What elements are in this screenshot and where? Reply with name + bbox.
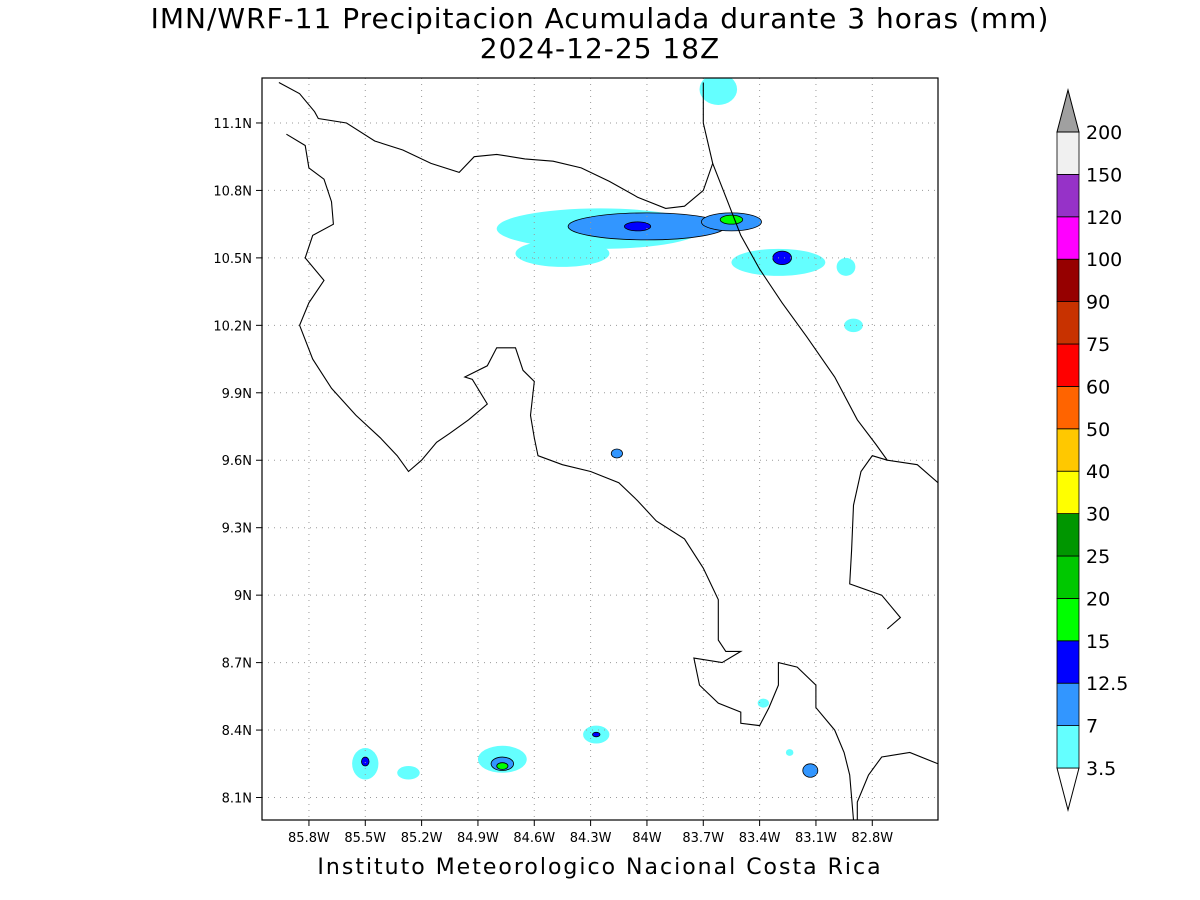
x-tick-label: 85.5W bbox=[344, 831, 386, 846]
colorbar-label: 50 bbox=[1086, 419, 1110, 441]
precip-cell bbox=[397, 766, 420, 780]
border-line bbox=[712, 163, 938, 484]
colorbar-label: 30 bbox=[1086, 504, 1110, 526]
x-axis-ticks: 85.8W 85.5W 85.2W 84.9W 84.6W 84.3W 84W 83.7W 83… bbox=[288, 820, 893, 846]
colorbar-label: 12.5 bbox=[1086, 673, 1128, 695]
colorbar-label: 120 bbox=[1086, 207, 1122, 229]
y-tick-label: 8.1N bbox=[222, 792, 252, 807]
colorbar-label: 150 bbox=[1086, 164, 1122, 186]
colorbar-segment bbox=[1056, 216, 1080, 260]
colorbar-segment bbox=[1056, 343, 1080, 387]
colorbar-segment bbox=[1056, 258, 1080, 303]
precip-cell bbox=[802, 763, 819, 778]
border-line bbox=[849, 455, 902, 630]
border-line bbox=[856, 751, 938, 820]
x-tick-label: 83.7W bbox=[682, 831, 724, 846]
colorbar-segment bbox=[1056, 598, 1080, 642]
x-tick-label: 82.8W bbox=[851, 831, 893, 846]
precip-cell bbox=[699, 78, 738, 105]
colorbar-segment bbox=[1056, 428, 1080, 472]
colorbar-label: 90 bbox=[1086, 292, 1110, 314]
colorbar-arrow-top bbox=[1056, 88, 1080, 133]
colorbar-segment bbox=[1056, 301, 1080, 345]
colorbar-label: 20 bbox=[1086, 588, 1110, 610]
x-tick-label: 84W bbox=[632, 831, 662, 846]
y-tick-label: 9.9N bbox=[222, 387, 252, 402]
colorbar-segment bbox=[1056, 682, 1080, 727]
y-tick-label: 8.4N bbox=[222, 724, 252, 739]
grid-lines bbox=[262, 78, 938, 820]
colorbar-segment bbox=[1056, 640, 1080, 684]
colorbar-segment bbox=[1056, 131, 1080, 175]
y-tick-label: 9.6N bbox=[222, 454, 252, 469]
colorbar-label: 25 bbox=[1086, 546, 1110, 568]
coastline-layer bbox=[278, 82, 938, 820]
y-tick-label: 9.3N bbox=[222, 522, 252, 537]
precipitation-layer bbox=[352, 78, 863, 780]
precip-cell bbox=[361, 756, 370, 767]
colorbar-label: 75 bbox=[1086, 334, 1110, 356]
y-axis-ticks: 8.1N 8.4N 8.7N 9N 9.3N 9.6N 9.9N 10.2N 10.5N 10.8… bbox=[213, 117, 262, 807]
colorbar-label: 200 bbox=[1086, 122, 1122, 144]
coastline bbox=[286, 133, 855, 820]
x-tick-label: 84.6W bbox=[513, 831, 555, 846]
y-tick-label: 9N bbox=[234, 589, 252, 604]
precip-cell bbox=[719, 214, 744, 225]
precip-cell bbox=[610, 448, 623, 459]
map-footer: Instituto Meteorologico Nacional Costa R… bbox=[317, 855, 883, 880]
colorbar-label: 40 bbox=[1086, 461, 1110, 483]
colorbar-segment bbox=[1056, 513, 1080, 557]
x-tick-label: 83.1W bbox=[795, 831, 837, 846]
colorbar-arrow-bottom bbox=[1056, 767, 1080, 812]
colorbar-label: 100 bbox=[1086, 249, 1122, 271]
colorbar-label: 7 bbox=[1086, 716, 1098, 738]
precip-cell bbox=[785, 749, 794, 756]
colorbar: 3.5 7 12.5 15 20 25 30 40 50 60 75 90 100 120 150 200 bbox=[1056, 88, 1128, 812]
precip-cell bbox=[772, 250, 792, 266]
y-tick-label: 10.8N bbox=[213, 184, 252, 199]
y-tick-label: 11.1N bbox=[213, 117, 252, 132]
colorbar-segment bbox=[1056, 470, 1080, 515]
x-tick-label: 84.9W bbox=[457, 831, 499, 846]
map-subtitle: 2024-12-25 18Z bbox=[479, 32, 721, 65]
colorbar-segment bbox=[1056, 555, 1080, 599]
colorbar-label: 15 bbox=[1086, 631, 1110, 653]
precip-cell bbox=[844, 318, 863, 333]
precip-cell bbox=[757, 698, 769, 708]
colorbar-label: 3.5 bbox=[1086, 758, 1116, 780]
x-tick-label: 84.3W bbox=[570, 831, 612, 846]
precip-cell bbox=[836, 257, 856, 276]
precip-cell bbox=[592, 731, 601, 738]
colorbar-segment bbox=[1056, 385, 1080, 430]
colorbar-segment bbox=[1056, 725, 1080, 769]
map-title: IMN/WRF-11 Precipitacion Acumulada duran… bbox=[150, 2, 1050, 35]
coastline bbox=[278, 82, 714, 209]
precip-cell bbox=[515, 239, 610, 267]
y-tick-label: 8.7N bbox=[222, 657, 252, 672]
x-tick-label: 85.2W bbox=[401, 831, 443, 846]
precip-cell bbox=[624, 221, 652, 232]
x-tick-label: 83.4W bbox=[739, 831, 781, 846]
y-tick-label: 10.5N bbox=[213, 252, 252, 267]
x-tick-label: 85.8W bbox=[288, 831, 330, 846]
colorbar-label: 60 bbox=[1086, 376, 1110, 398]
precip-cell bbox=[496, 762, 509, 770]
colorbar-segment bbox=[1056, 173, 1080, 218]
y-tick-label: 10.2N bbox=[213, 319, 252, 334]
plot-frame bbox=[261, 77, 939, 821]
